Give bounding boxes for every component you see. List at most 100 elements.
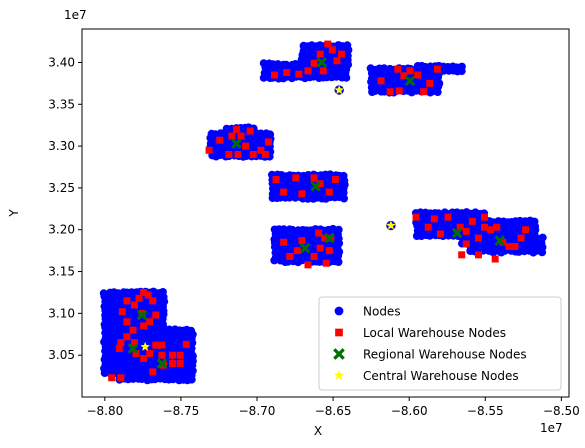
legend-marker-central-warehouse-nodes — [333, 370, 345, 380]
y-tick-label: 3.40 — [48, 55, 75, 69]
local-warehouse-nodes-point — [462, 240, 470, 248]
regional-warehouse-nodes-point — [404, 75, 416, 87]
regional-warehouse-nodes-point — [127, 343, 139, 354]
local-warehouse-nodes-point — [394, 65, 402, 73]
node-point — [457, 67, 466, 76]
local-warehouse-nodes-point — [293, 247, 301, 255]
local-warehouse-nodes-point — [135, 294, 143, 302]
local-warehouse-nodes-point — [144, 291, 152, 299]
node-point — [248, 137, 257, 146]
node-point — [342, 73, 351, 82]
local-warehouse-nodes-point — [117, 339, 125, 347]
regional-warehouse-nodes-point — [316, 57, 328, 68]
node-point — [259, 73, 268, 82]
local-warehouse-nodes-point — [319, 67, 327, 75]
node-point — [270, 256, 279, 265]
local-warehouse-nodes-point — [131, 339, 139, 347]
y-tick-label: 3.25 — [48, 181, 75, 195]
local-warehouse-nodes-point — [108, 374, 116, 382]
local-warehouse-nodes-point — [237, 132, 245, 140]
local-warehouse-nodes-point — [331, 176, 339, 184]
local-warehouse-nodes-point — [131, 301, 139, 309]
local-warehouse-nodes-point — [123, 297, 131, 305]
local-warehouse-nodes-point — [328, 46, 336, 54]
ticks-layer: −8.80 −8.75 −8.70 −8.65 −8.60 −8.55 −8.50 3.05 3… — [48, 55, 580, 418]
local-warehouse-nodes-point — [337, 50, 345, 58]
local-warehouse-nodes-point — [176, 351, 184, 359]
local-warehouse-nodes-point — [272, 176, 280, 184]
local-warehouse-nodes-point — [118, 308, 126, 316]
local-warehouse-nodes-point — [140, 355, 148, 363]
local-warehouse-nodes-point — [246, 127, 254, 135]
local-warehouse-nodes-point — [310, 252, 318, 260]
local-warehouse-nodes-point — [310, 59, 318, 67]
local-warehouse-nodes-point — [316, 244, 324, 252]
local-warehouse-nodes-point — [158, 351, 166, 359]
local-warehouse-nodes-point — [493, 223, 501, 231]
node-point — [169, 375, 178, 384]
node-point — [334, 251, 343, 260]
y-axis-label: Y — [7, 209, 21, 218]
regional-warehouse-nodes-point — [494, 235, 506, 246]
local-warehouse-nodes-point — [149, 297, 157, 305]
legend-label: Regional Warehouse Nodes — [363, 348, 527, 362]
y-tick-label: 3.35 — [48, 97, 75, 111]
y-tick-label: 3.15 — [48, 265, 75, 279]
local-warehouse-nodes-point — [505, 242, 513, 250]
x-axis-label: X — [314, 424, 322, 438]
local-warehouse-nodes-point — [232, 125, 240, 133]
local-warehouse-nodes-point — [481, 223, 489, 231]
local-warehouse-nodes-point — [522, 226, 530, 234]
y-tick-label: 3.05 — [48, 348, 75, 362]
local-warehouse-nodes-point — [292, 174, 300, 182]
local-warehouse-nodes-point — [322, 259, 330, 267]
local-warehouse-nodes-point — [295, 70, 303, 78]
legend-label: Nodes — [363, 305, 401, 319]
legend-marker-regional-warehouse-nodes — [333, 348, 345, 360]
local-warehouse-nodes-point — [481, 213, 489, 221]
local-warehouse-nodes-point — [511, 242, 519, 250]
x-tick-label: −8.60 — [391, 404, 428, 418]
legend: Nodes Local Warehouse Nodes Regional Wareh… — [318, 296, 562, 391]
y-tick-label: 3.30 — [48, 139, 75, 153]
node-point — [334, 258, 343, 266]
local-warehouse-nodes-point — [117, 374, 125, 382]
node-point — [434, 73, 442, 82]
local-warehouse-nodes-point — [468, 217, 476, 225]
local-warehouse-nodes-point — [304, 261, 312, 269]
local-warehouse-nodes-point — [123, 318, 131, 326]
local-warehouse-nodes-point — [261, 150, 269, 158]
local-warehouse-nodes-point — [123, 333, 131, 341]
local-warehouse-nodes-point — [234, 150, 242, 158]
local-warehouse-nodes-point — [430, 215, 438, 223]
local-warehouse-nodes-point — [298, 190, 306, 198]
regional-warehouse-nodes-point — [310, 180, 321, 192]
local-warehouse-nodes-point — [412, 213, 420, 221]
node-point — [187, 375, 196, 384]
local-warehouse-nodes-point — [400, 72, 408, 80]
local-warehouse-nodes-point — [115, 344, 123, 352]
local-warehouse-nodes-point — [487, 226, 495, 234]
local-warehouse-nodes-point — [474, 251, 482, 259]
central-warehouse-nodes-point — [334, 85, 344, 95]
x-tick-label: −8.50 — [543, 404, 580, 418]
local-warehouse-nodes-point — [228, 132, 236, 140]
local-warehouse-nodes-point — [286, 252, 294, 260]
local-warehouse-nodes-point — [146, 350, 154, 358]
local-warehouse-nodes-point — [436, 230, 444, 238]
local-warehouse-nodes-point — [280, 188, 288, 196]
local-warehouse-nodes-point — [152, 341, 160, 349]
local-warehouse-nodes-point — [140, 322, 148, 330]
local-warehouse-nodes-point — [242, 142, 250, 150]
regional-warehouse-nodes-point — [299, 242, 311, 254]
node-point — [344, 60, 353, 69]
local-warehouse-nodes-point — [424, 223, 432, 231]
local-warehouse-nodes-point — [176, 360, 184, 368]
local-warehouse-nodes-point — [182, 340, 190, 348]
local-warehouse-nodes-point — [298, 237, 306, 245]
local-warehouse-nodes-point — [249, 150, 257, 158]
node-point — [339, 188, 348, 197]
local-warehouse-nodes-point — [491, 255, 499, 263]
local-warehouse-nodes-point — [426, 79, 434, 87]
